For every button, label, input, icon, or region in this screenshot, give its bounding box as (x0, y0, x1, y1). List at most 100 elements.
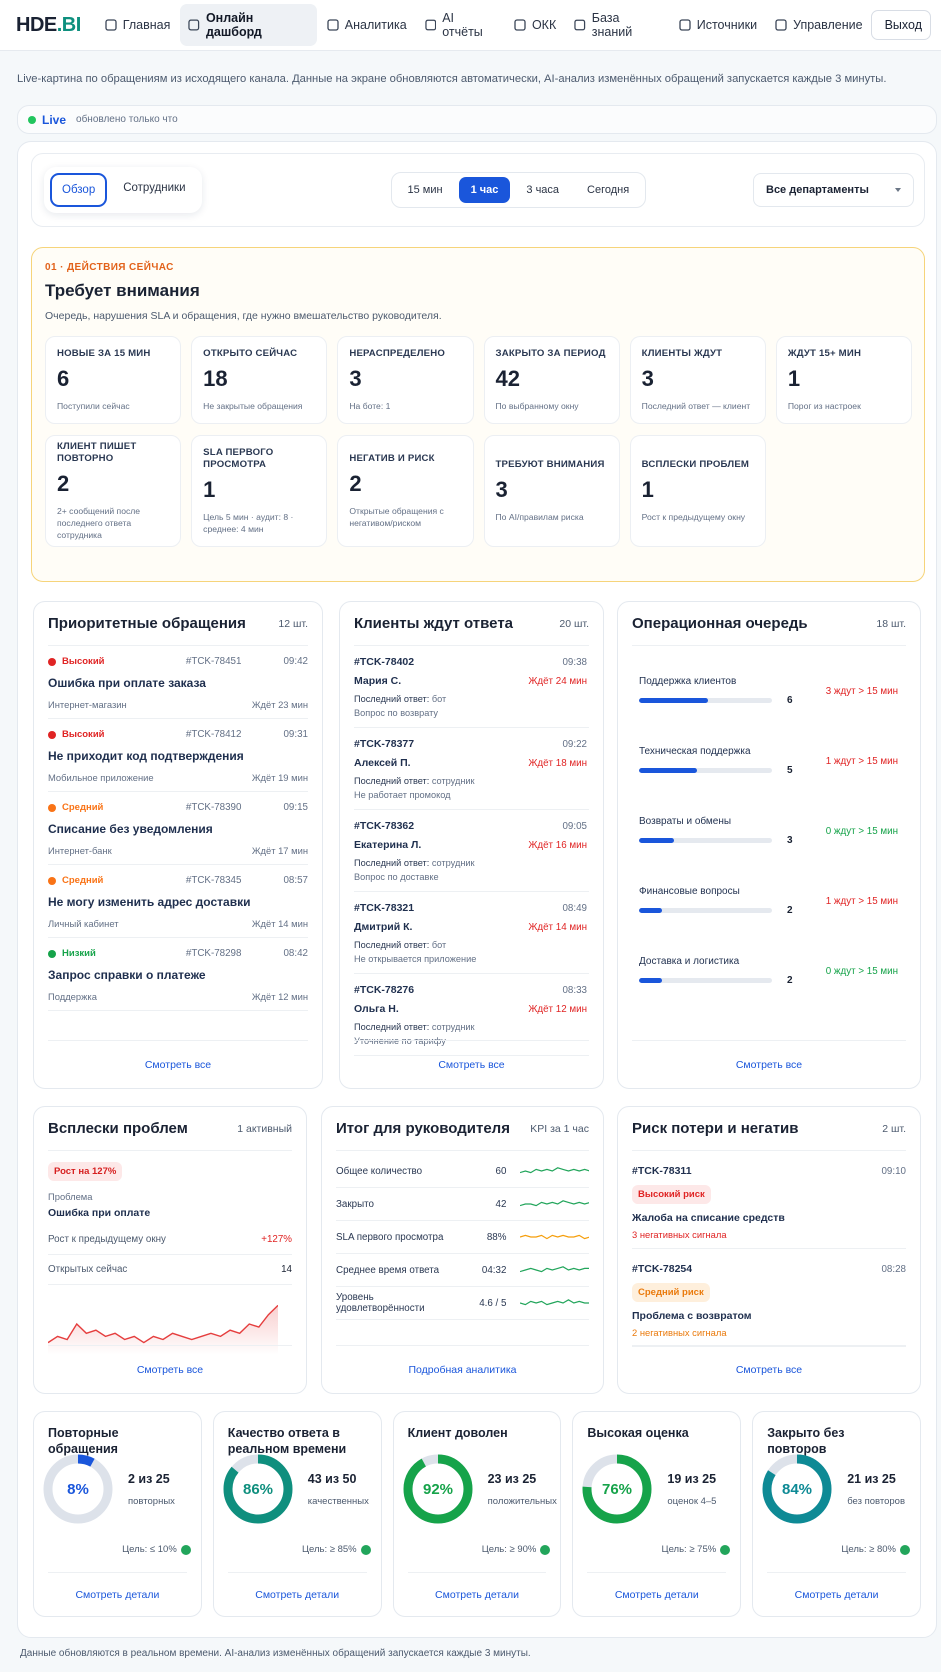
queue-name: Доставка и логистика (639, 956, 740, 967)
ticket-time: 08:33 (562, 984, 587, 996)
client-item[interactable]: #TCK-78276 08:33 Ольга Н. Ждёт 12 мин Послед… (354, 974, 589, 1056)
client-item[interactable]: #TCK-78321 08:49 Дмитрий К. Ждёт 14 мин Посл… (354, 892, 589, 974)
spike-row: Рост к предыдущему окну +127% (48, 1225, 292, 1255)
card-link[interactable]: Смотреть детали (587, 1572, 727, 1616)
queue-value: 3 (787, 835, 793, 846)
card-link[interactable]: Смотреть детали (227, 1572, 367, 1616)
card-link[interactable]: Смотреть все (354, 1040, 589, 1088)
donut-sub: без повторов (847, 1495, 905, 1507)
nav-item[interactable]: Источники (671, 4, 765, 46)
donut-label: 86% (243, 1481, 273, 1498)
last-answer: Последний ответ: сотрудник (354, 858, 587, 868)
row: Высокий #TCK-78412 09:31 (48, 729, 308, 740)
donut-text: 23 из 25 положительных (488, 1472, 557, 1507)
risk-badge: Высокий риск (632, 1185, 711, 1204)
client-topic: Не работает промокод (354, 790, 451, 800)
last-label: Последний ответ: (354, 1022, 430, 1032)
kpi-row: Общее количество 60 (336, 1155, 589, 1188)
live-label: Live (42, 112, 67, 127)
client-item[interactable]: #TCK-78377 09:22 Алексей П. Ждёт 18 мин Посл… (354, 728, 589, 810)
risk-item[interactable]: #TCK-78254 08:28 Средний риск Проблема с во… (632, 1249, 906, 1347)
ticket-title: Не приходит код подтверждения (48, 749, 244, 763)
section-subtitle: Очередь, нарушения SLA и обращения, где … (45, 310, 442, 322)
row: Дмитрий К. Ждёт 14 мин (354, 921, 587, 933)
ticket-source: Поддержка (48, 991, 97, 1002)
nav-text: AI отчёты (442, 11, 483, 39)
card-link[interactable]: Смотреть детали (48, 1572, 187, 1616)
donut-text: 43 из 50 качественных (308, 1472, 369, 1507)
ticket-item[interactable]: Высокий #TCK-78412 09:31 Не приходит код по… (48, 719, 308, 792)
client-item[interactable]: #TCK-78362 09:05 Екатерина Л. Ждёт 16 мин По… (354, 810, 589, 892)
check-icon (899, 1544, 910, 1555)
department-select[interactable]: Все департаменты (753, 173, 914, 207)
client-name: Алексей П. (354, 757, 411, 769)
client-item[interactable]: #TCK-78402 09:38 Мария С. Ждёт 24 мин Послед… (354, 646, 589, 728)
kpi-value: 3 (495, 477, 508, 502)
kpi-grid: НОВЫЕ ЗА 15 МИН 6 Поступили сейчас ОТКРЫТО … (45, 336, 912, 547)
ticket-item[interactable]: Средний #TCK-78345 08:57 Не могу изменить а… (48, 865, 308, 938)
queue-bar-row: 3 (639, 835, 799, 846)
ticket-title: Списание без уведомления (48, 822, 213, 836)
donut-card: Повторные обращения 8% 2 из 25 повторных Цел… (33, 1411, 202, 1617)
card-link[interactable]: Смотреть все (48, 1040, 308, 1088)
nav-item[interactable]: Аналитика (319, 4, 415, 46)
ticket-time: 08:57 (283, 875, 308, 886)
card-title: Клиенты ждут ответа (354, 615, 514, 632)
donut-label: 84% (782, 1481, 812, 1498)
client-name: Ольга Н. (354, 1003, 399, 1015)
last-value: сотрудник (431, 858, 475, 868)
nav-item[interactable]: AI отчёты (417, 4, 504, 46)
row: Алексей П. Ждёт 18 мин (354, 757, 587, 769)
last-answer: Последний ответ: бот (354, 940, 587, 950)
period-tab[interactable]: 1 час (458, 177, 511, 203)
kpi-value: 04:32 (481, 1264, 507, 1276)
nav-item[interactable]: Главная (97, 4, 179, 46)
last-label: Последний ответ: (354, 858, 430, 868)
ticket-id: #TCK-78412 (185, 729, 242, 740)
priority-dot (48, 803, 56, 812)
card-link[interactable]: Смотреть детали (407, 1572, 547, 1616)
card-link[interactable]: Смотреть все (632, 1040, 906, 1088)
card-link[interactable]: Подробная аналитика (336, 1345, 589, 1393)
donut: 76% (582, 1454, 652, 1524)
ticket-item[interactable]: Низкий #TCK-78298 08:42 Запрос справки о пл… (48, 938, 308, 1011)
queue-left: Техническая поддержка 5 (639, 746, 799, 776)
view-tab[interactable]: Сотрудники (123, 182, 186, 194)
risk-card: Риск потери и негатив 2 шт. #TCK-78311 09:1… (617, 1106, 921, 1394)
nav-item[interactable]: База знаний (566, 4, 668, 46)
goal-text: Цель: ≥ 85% (301, 1544, 357, 1555)
period-tab[interactable]: 15 мин (407, 184, 443, 196)
period-tab[interactable]: Сегодня (587, 184, 630, 196)
nav-item[interactable]: Онлайн дашборд (180, 4, 317, 46)
queue-left: Поддержка клиентов 6 (639, 676, 799, 706)
nav-item[interactable]: Управление (767, 4, 871, 46)
kpi-label: Среднее время ответа (336, 1264, 440, 1276)
view-tab[interactable]: Обзор (50, 173, 108, 207)
kpi-note: Рост к предыдущему окну (641, 512, 746, 522)
logout-button[interactable]: Выход (870, 10, 931, 40)
period-tab[interactable]: 3 часа (526, 184, 560, 196)
card-link[interactable]: Смотреть детали (767, 1572, 906, 1616)
priority-text: Высокий (62, 656, 105, 667)
spike-rows: Рост к предыдущему окну +127% Открытых сей… (48, 1225, 292, 1285)
ticket-item[interactable]: Средний #TCK-78390 09:15 Списание без уведо… (48, 792, 308, 865)
eyebrow: 01 · ДЕЙСТВИЯ СЕЙЧАС (45, 262, 174, 273)
ticket-time: 09:38 (562, 656, 587, 668)
icon (188, 19, 200, 31)
queue-bar (639, 768, 697, 773)
row: Интернет-банк Ждёт 17 мин (48, 845, 308, 856)
donut-arc (223, 1454, 293, 1524)
card-link[interactable]: Смотреть все (632, 1345, 906, 1393)
kpi-label: КЛИЕНТ ПИШЕТ ПОВТОРНО (57, 441, 137, 464)
card-link[interactable]: Смотреть все (48, 1345, 292, 1393)
donut-arc (582, 1454, 652, 1524)
risk-item[interactable]: #TCK-78311 09:10 Высокий риск Жалоба на спи… (632, 1151, 906, 1249)
ticket-item[interactable]: Высокий #TCK-78451 09:42 Ошибка при оплате … (48, 646, 308, 719)
card-head: Клиенты ждут ответа 20 шт. (354, 602, 589, 646)
donut: 8% (43, 1454, 113, 1524)
nav-item[interactable]: ОКК (506, 4, 564, 46)
kpi-label: НЕРАСПРЕДЕЛЕНО (349, 348, 446, 359)
queue-item: Поддержка клиентов 6 3 ждут > 15 мин (639, 656, 898, 726)
row: #TCK-78451 09:42 (186, 656, 308, 667)
